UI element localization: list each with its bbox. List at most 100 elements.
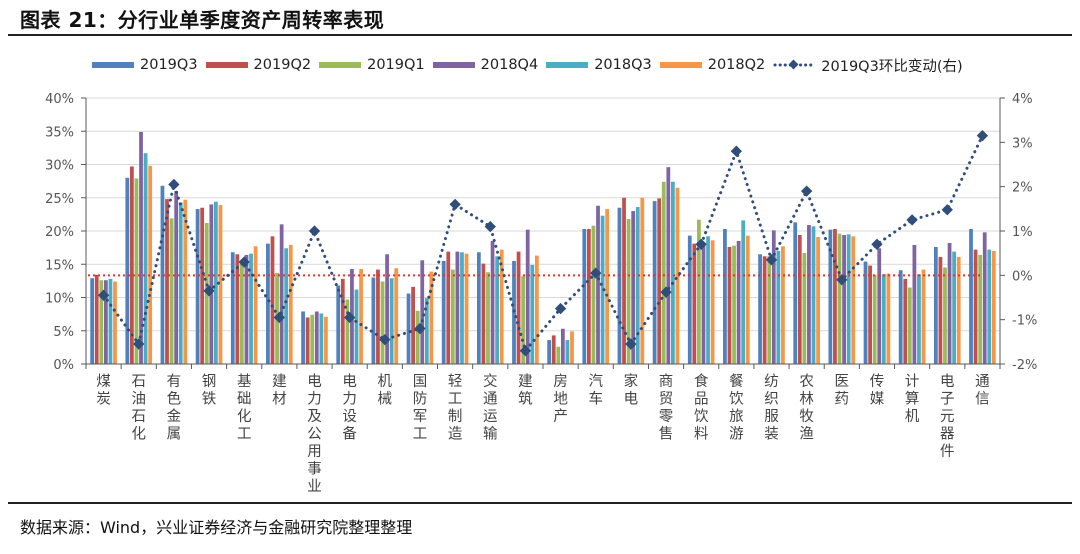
bar-2019Q3 xyxy=(758,254,762,364)
bar-2019Q1 xyxy=(872,274,877,364)
bar-2019Q1 xyxy=(134,178,139,364)
bar-2018Q2 xyxy=(605,209,610,364)
left-axis-tick-label: 15% xyxy=(45,258,74,273)
right-axis-tick-label: -2% xyxy=(1012,358,1037,373)
bar-2018Q3 xyxy=(635,207,640,364)
x-axis-category-label: 纺织服装 xyxy=(764,373,779,443)
bar-2019Q1 xyxy=(310,314,315,364)
right-axis-tick-label: 3% xyxy=(1012,136,1033,151)
bar-2019Q3 xyxy=(441,260,446,364)
bar-2018Q3 xyxy=(319,313,324,364)
bar-2019Q1 xyxy=(837,233,842,364)
bar-2019Q3 xyxy=(230,252,235,364)
x-axis-category-label: 建筑 xyxy=(518,373,533,408)
bar-2018Q2 xyxy=(464,253,469,364)
bar-2018Q3 xyxy=(108,278,113,364)
bar-2019Q3 xyxy=(723,229,727,364)
chart-canvas: 0% 5% 10% 15% 20% 25% 30% 35% 40% -2% -1% 0% 1% 2% 3% 4… xyxy=(45,92,1037,495)
legend-item: 2019Q1 xyxy=(319,57,425,73)
x-axis-category-label: 计算机 xyxy=(905,373,920,425)
bar-2019Q3 xyxy=(301,311,305,364)
bar-2018Q4 xyxy=(490,240,495,364)
bar-2019Q3 xyxy=(969,229,973,364)
x-axis-category-label: 医药 xyxy=(835,374,850,408)
x-axis-category-label: 煤炭 xyxy=(96,373,111,408)
line-marker xyxy=(343,311,356,324)
bar-2019Q2 xyxy=(938,256,943,364)
bar-2018Q4 xyxy=(877,248,882,364)
bar-2018Q2 xyxy=(710,240,715,364)
left-axis-tick-label: 35% xyxy=(45,125,74,140)
bar-2018Q2 xyxy=(781,246,785,364)
legend-swatch xyxy=(319,62,362,68)
bar-2019Q2 xyxy=(903,278,908,364)
right-axis-tick-label: 4% xyxy=(1012,92,1033,107)
bar-2018Q4 xyxy=(807,225,811,364)
x-axis-category-label: 机械 xyxy=(378,373,393,408)
bar-2019Q2 xyxy=(622,197,626,364)
bar-2018Q4 xyxy=(279,224,284,364)
bar-2018Q3 xyxy=(424,298,429,364)
x-axis-category-label: 电力及公用事业 xyxy=(307,373,322,495)
line-marker xyxy=(273,311,286,324)
bar-2019Q2 xyxy=(446,251,451,364)
bar-2018Q4 xyxy=(701,244,706,364)
x-axis-category-label: 钢铁 xyxy=(202,373,217,408)
bar-2019Q3 xyxy=(828,229,833,364)
bar-2018Q4 xyxy=(560,328,565,364)
right-axis-tick-label: 2% xyxy=(1012,181,1033,196)
bar-2018Q2 xyxy=(253,246,258,364)
x-axis-category-label: 国防军工 xyxy=(413,374,428,443)
bar-2019Q1 xyxy=(345,299,350,364)
bar-2019Q3 xyxy=(898,270,903,364)
x-axis-category-label: 轻工制造 xyxy=(448,373,463,443)
bar-2018Q3 xyxy=(741,220,746,364)
line-marker xyxy=(203,285,215,297)
x-axis-category-label: 有色金属 xyxy=(167,373,182,443)
bar-2018Q3 xyxy=(881,274,886,364)
title-divider xyxy=(8,34,1072,36)
bar-2019Q1 xyxy=(697,219,701,364)
bar-2018Q2 xyxy=(816,236,820,364)
line-marker xyxy=(941,204,953,216)
bar-2019Q2 xyxy=(165,199,169,364)
left-axis-tick-label: 25% xyxy=(45,192,74,207)
line-marker xyxy=(871,238,883,250)
bar-2019Q1 xyxy=(626,219,631,364)
bar-2018Q4 xyxy=(103,280,108,364)
x-axis-category-label: 石油石化 xyxy=(131,374,146,443)
bar-2019Q3 xyxy=(90,278,95,364)
bar-2019Q1 xyxy=(521,276,526,364)
bar-2018Q4 xyxy=(596,205,600,364)
bar-2019Q1 xyxy=(802,252,807,364)
bar-2019Q3 xyxy=(476,252,481,364)
bar-2019Q2 xyxy=(481,263,486,364)
x-axis-category-label: 房地产 xyxy=(553,373,568,425)
bar-2018Q2 xyxy=(429,271,434,364)
bar-2019Q1 xyxy=(732,245,736,364)
line-marker xyxy=(308,225,321,237)
legend-item: 2019Q3 xyxy=(92,57,198,73)
legend-item: 2019Q2 xyxy=(205,57,311,73)
bar-2018Q2 xyxy=(745,235,750,364)
bar-2019Q1 xyxy=(943,267,947,364)
x-axis-category-label: 食品饮料 xyxy=(694,373,709,443)
bar-2019Q2 xyxy=(797,234,802,364)
x-axis-category-label: 农林牧渔 xyxy=(799,373,814,443)
bar-2018Q2 xyxy=(499,249,504,364)
bar-2019Q3 xyxy=(336,285,341,364)
legend-label: 2018Q4 xyxy=(480,57,539,73)
bar-2019Q2 xyxy=(235,254,240,364)
bar-2018Q3 xyxy=(354,289,359,364)
bar-2018Q3 xyxy=(495,256,500,364)
left-axis-tick-label: 30% xyxy=(45,159,74,174)
bar-2018Q2 xyxy=(534,255,539,364)
x-axis-category-label: 家电 xyxy=(624,373,639,408)
bar-2019Q3 xyxy=(547,340,552,364)
bar-2019Q2 xyxy=(833,229,837,364)
x-axis-category-label: 餐饮旅游 xyxy=(729,373,744,443)
legend-item: 2018Q2 xyxy=(659,57,765,73)
bar-2018Q2 xyxy=(288,244,293,364)
legend-swatch xyxy=(659,62,702,68)
bar-2018Q2 xyxy=(113,281,117,364)
